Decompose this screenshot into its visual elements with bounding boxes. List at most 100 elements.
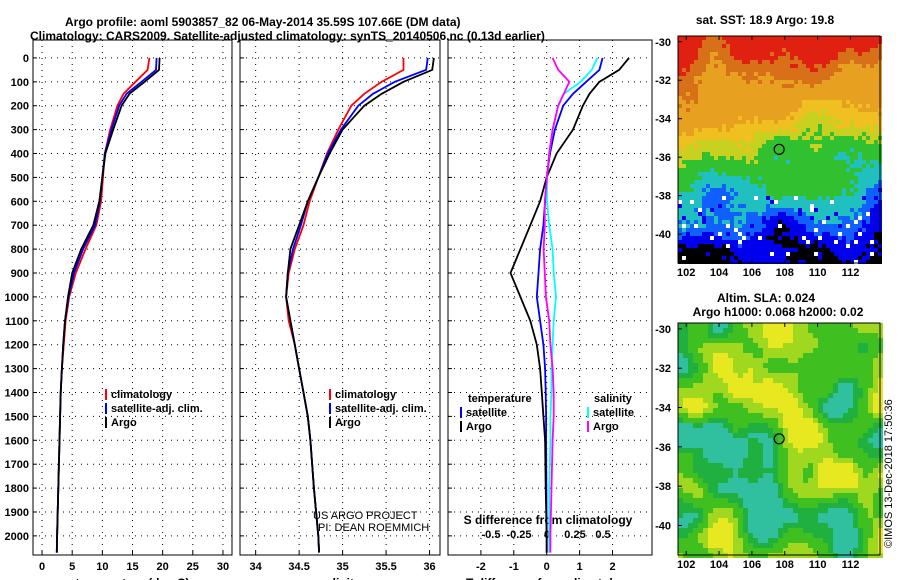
map-cell: [870, 64, 874, 68]
map-cell: [798, 478, 803, 483]
map-cell: [686, 140, 690, 144]
map-cell: [678, 538, 683, 543]
map-cell: [830, 112, 834, 116]
map-cell: [790, 224, 794, 228]
map-cell: [774, 48, 778, 52]
map-cell: [822, 116, 826, 120]
map-cell: [694, 92, 698, 96]
map-cell: [726, 60, 730, 64]
map-cell: [798, 120, 802, 124]
map-cell: [728, 488, 733, 493]
map-cell: [708, 418, 713, 423]
map-cell: [810, 212, 814, 216]
map-cell: [693, 523, 698, 528]
map-cell: [866, 184, 870, 188]
map-cell: [866, 148, 870, 152]
map-cell: [783, 418, 788, 423]
map-cell: [698, 508, 703, 513]
map-cell: [826, 96, 830, 100]
map-cell: [834, 116, 838, 120]
map-cell: [783, 483, 788, 488]
map-cell: [722, 152, 726, 156]
map-cell: [850, 124, 854, 128]
map-cell: [834, 252, 838, 256]
map-cell: [762, 112, 766, 116]
map-cell: [694, 168, 698, 172]
map-cell: [758, 240, 762, 244]
map-cell: [830, 192, 834, 196]
map-cell: [702, 108, 706, 112]
map-cell: [773, 418, 778, 423]
map-cell: [748, 538, 753, 543]
map-cell: [758, 36, 762, 40]
map-cell: [830, 244, 834, 248]
map-cell: [786, 244, 790, 248]
map-cell: [853, 438, 858, 443]
map-cell: [834, 56, 838, 60]
map-cell: [793, 453, 798, 458]
map-cell: [790, 88, 794, 92]
map-cell: [763, 328, 768, 333]
title-line-1: Argo profile: aoml 5903857_82 06-May-201…: [65, 15, 461, 29]
map-cell: [830, 196, 834, 200]
map-cell: [702, 192, 706, 196]
map-cell: [858, 378, 863, 383]
map-cell: [690, 144, 694, 148]
map-cell: [742, 188, 746, 192]
map-cell: [748, 328, 753, 333]
map-cell: [730, 212, 734, 216]
map-cell: [826, 120, 830, 124]
map-cell: [802, 104, 806, 108]
map-cell: [762, 96, 766, 100]
map-cell: [798, 64, 802, 68]
map-cell: [858, 463, 863, 468]
map-cell: [794, 128, 798, 132]
map-cell: [786, 140, 790, 144]
map-cell: [790, 36, 794, 40]
map-cell: [678, 498, 683, 503]
map-cell: [788, 523, 793, 528]
map-cell: [866, 52, 870, 56]
map-cell: [766, 40, 770, 44]
map-cell: [802, 204, 806, 208]
map-cell: [778, 393, 783, 398]
map-cell: [798, 140, 802, 144]
map-cell: [678, 453, 683, 458]
map-cell: [750, 192, 754, 196]
map-cell: [766, 152, 770, 156]
map-cell: [730, 84, 734, 88]
map-cell: [794, 200, 798, 204]
map-cell: [846, 236, 850, 240]
map-cell: [690, 88, 694, 92]
map-cell: [730, 80, 734, 84]
map-cell: [802, 80, 806, 84]
map-cell: [698, 373, 703, 378]
map-cell: [734, 88, 738, 92]
map-cell: [826, 232, 830, 236]
map-cell: [778, 112, 782, 116]
map-cell: [713, 463, 718, 468]
map-cell: [766, 132, 770, 136]
map-cell: [708, 328, 713, 333]
map-cell: [746, 120, 750, 124]
map-cell: [873, 458, 878, 463]
map-cell: [870, 96, 874, 100]
map-cell: [698, 152, 702, 156]
map-cell: [773, 323, 778, 328]
map-cell: [858, 443, 863, 448]
map-cell: [758, 200, 762, 204]
map-cell: [722, 164, 726, 168]
map-cell: [690, 64, 694, 68]
map-cell: [766, 200, 770, 204]
map-cell: [838, 513, 843, 518]
map-cell: [873, 478, 878, 483]
map-cell: [678, 100, 682, 104]
y-tick-label: 2000: [5, 531, 29, 543]
map-cell: [766, 80, 770, 84]
map-cell: [688, 408, 693, 413]
map-cell: [826, 156, 830, 160]
map-cell: [763, 483, 768, 488]
map-cell: [834, 248, 838, 252]
map-cell: [806, 212, 810, 216]
map-cell: [854, 64, 858, 68]
